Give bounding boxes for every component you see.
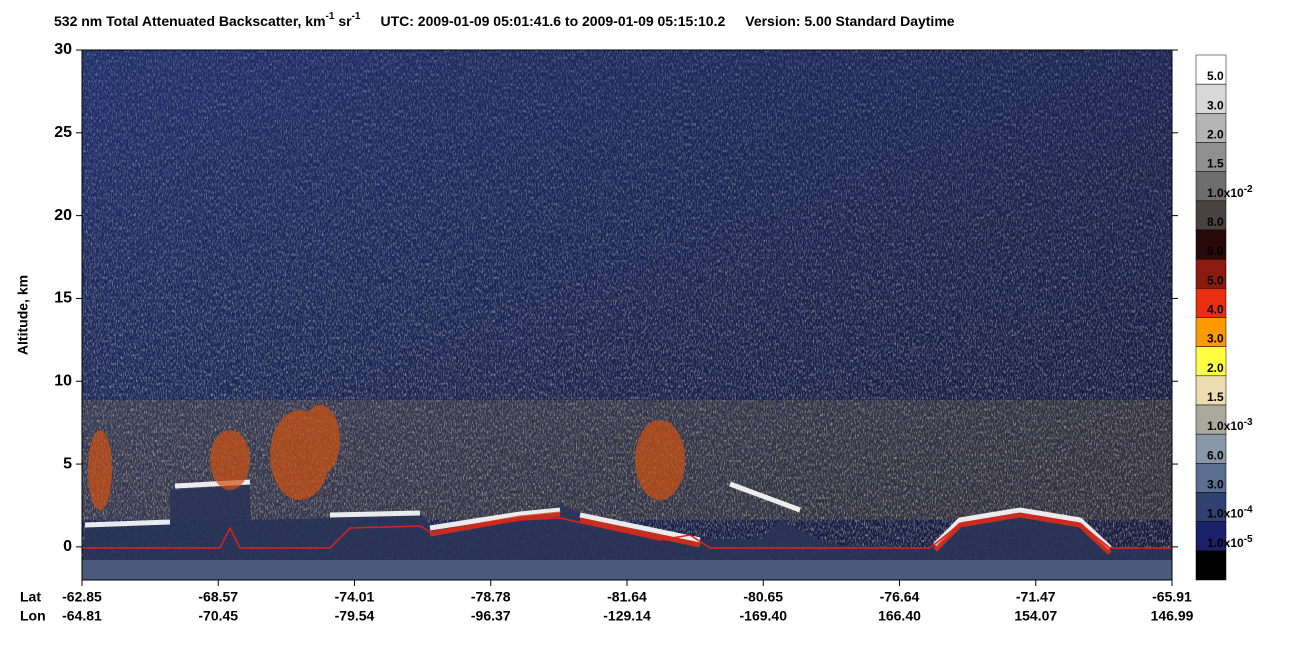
x-row-label: Lon bbox=[20, 608, 46, 624]
colorbar-label: 3.0 bbox=[1207, 99, 1224, 113]
colorbar-label: 6.0 bbox=[1207, 244, 1224, 258]
colorbar-label-exp: -3 bbox=[1244, 417, 1253, 428]
colorbar-label: 3.0 bbox=[1207, 478, 1224, 492]
colorbar-swatch bbox=[1195, 229, 1227, 260]
colorbar-label-text: 1.0x10 bbox=[1207, 536, 1244, 550]
colorbar-label: 8.0 bbox=[1207, 215, 1224, 229]
colorbar-label-exp: -5 bbox=[1244, 533, 1253, 544]
colorbar-label: 2.0 bbox=[1207, 128, 1224, 142]
x-tick-label: -129.14 bbox=[603, 608, 651, 624]
colorbar-label: 5.0 bbox=[1207, 274, 1224, 288]
colorbar-label-text: 1.0x10 bbox=[1207, 419, 1244, 433]
colorbar-swatch bbox=[1195, 171, 1227, 202]
title-sup: -1 bbox=[326, 11, 335, 22]
x-tick-label: -76.64 bbox=[880, 589, 920, 605]
colorbar-swatch bbox=[1195, 433, 1227, 464]
title-text: sr bbox=[334, 13, 352, 29]
colorbar-label-text: 6.0 bbox=[1207, 244, 1224, 258]
y-tick-label: 0 bbox=[63, 538, 72, 555]
colorbar-swatch bbox=[1195, 258, 1227, 289]
x-tick-label: -62.85 bbox=[62, 589, 102, 605]
colorbar-swatch bbox=[1195, 54, 1227, 85]
colorbar-swatch bbox=[1195, 317, 1227, 347]
x-tick-label: -64.81 bbox=[62, 608, 102, 624]
colorbar-label-exp: -2 bbox=[1244, 183, 1253, 194]
colorbar-label-text: 3.0 bbox=[1207, 478, 1224, 492]
x-tick-label: 146.99 bbox=[1151, 608, 1194, 624]
colorbar-label-text: 6.0 bbox=[1207, 449, 1224, 463]
colorbar-label: 5.0 bbox=[1207, 69, 1224, 83]
colorbar-label: 1.5 bbox=[1207, 390, 1224, 404]
colorbar-label: 4.0 bbox=[1207, 303, 1224, 317]
y-tick-label: 30 bbox=[54, 41, 72, 58]
x-tick-label: -96.37 bbox=[471, 608, 511, 624]
title-time: UTC: 2009-01-09 05:01:41.6 to 2009-01-09… bbox=[380, 13, 725, 29]
colorbar-swatch bbox=[1195, 113, 1227, 143]
colorbar-label-text: 1.5 bbox=[1207, 157, 1224, 171]
title-text: 532 nm Total Attenuated Backscatter, km bbox=[54, 13, 326, 29]
colorbar-label-text: 1.0x10 bbox=[1207, 507, 1244, 521]
chart-title: 532 nm Total Attenuated Backscatter, km-… bbox=[54, 11, 955, 29]
colorbar-label-text: 1.5 bbox=[1207, 390, 1224, 404]
x-tick-label: -169.40 bbox=[740, 608, 788, 624]
colorbar-label-exp: -4 bbox=[1244, 504, 1253, 515]
y-tick-label: 5 bbox=[63, 455, 72, 472]
title-sup: -1 bbox=[352, 11, 361, 22]
colorbar-label: 1.0x10-4 bbox=[1207, 504, 1253, 521]
colorbar-label-text: 3.0 bbox=[1207, 332, 1224, 346]
x-tick-label: -81.64 bbox=[607, 589, 647, 605]
colorbar-swatch bbox=[1195, 375, 1227, 406]
x-tick-label: -71.47 bbox=[1016, 589, 1056, 605]
x-tick-label: -78.78 bbox=[471, 589, 511, 605]
colorbar-swatch bbox=[1195, 346, 1227, 377]
colorbar-swatch bbox=[1195, 492, 1227, 522]
colorbar-label: 1.0x10-5 bbox=[1207, 533, 1253, 550]
colorbar-label: 6.0 bbox=[1207, 449, 1224, 463]
colorbar-swatch bbox=[1195, 142, 1227, 172]
title-version: Version: 5.00 Standard Daytime bbox=[745, 13, 955, 29]
y-tick-label: 20 bbox=[54, 207, 72, 224]
y-tick-label: 15 bbox=[54, 290, 72, 307]
x-tick-label: -65.91 bbox=[1152, 589, 1192, 605]
x-tick-label: -80.65 bbox=[743, 589, 783, 605]
colorbar-swatch bbox=[1195, 550, 1227, 581]
colorbar-label: 2.0 bbox=[1207, 361, 1224, 375]
colorbar-swatch bbox=[1195, 288, 1227, 318]
colorbar-swatch bbox=[1195, 404, 1227, 435]
colorbar-label: 3.0 bbox=[1207, 332, 1224, 346]
colorbar-label: 1.5 bbox=[1207, 157, 1224, 171]
x-row-label: Lat bbox=[20, 589, 41, 605]
x-tick-label: -79.54 bbox=[335, 608, 375, 624]
x-tick-label: -68.57 bbox=[198, 589, 238, 605]
colorbar-label-text: 5.0 bbox=[1207, 274, 1224, 288]
colorbar-label-text: 2.0 bbox=[1207, 361, 1224, 375]
x-tick-label: 154.07 bbox=[1014, 608, 1057, 624]
y-tick-label: 25 bbox=[54, 124, 72, 141]
x-tick-label: -70.45 bbox=[198, 608, 238, 624]
colorbar-label-text: 3.0 bbox=[1207, 99, 1224, 113]
backscatter-image bbox=[82, 50, 1172, 580]
colorbar-label-text: 5.0 bbox=[1207, 69, 1224, 83]
y-tick-label: 10 bbox=[54, 372, 72, 389]
colorbar-label: 1.0x10-2 bbox=[1207, 183, 1253, 200]
x-tick-label: 166.40 bbox=[878, 608, 921, 624]
colorbar-label-text: 1.0x10 bbox=[1207, 186, 1244, 200]
x-tick-label: -74.01 bbox=[335, 589, 375, 605]
y-axis-label: Altitude, km bbox=[15, 275, 31, 355]
colorbar-label: 1.0x10-3 bbox=[1207, 417, 1253, 434]
colorbar-label-text: 4.0 bbox=[1207, 303, 1224, 317]
colorbar-label-text: 8.0 bbox=[1207, 215, 1224, 229]
colorbar-label-text: 2.0 bbox=[1207, 128, 1224, 142]
